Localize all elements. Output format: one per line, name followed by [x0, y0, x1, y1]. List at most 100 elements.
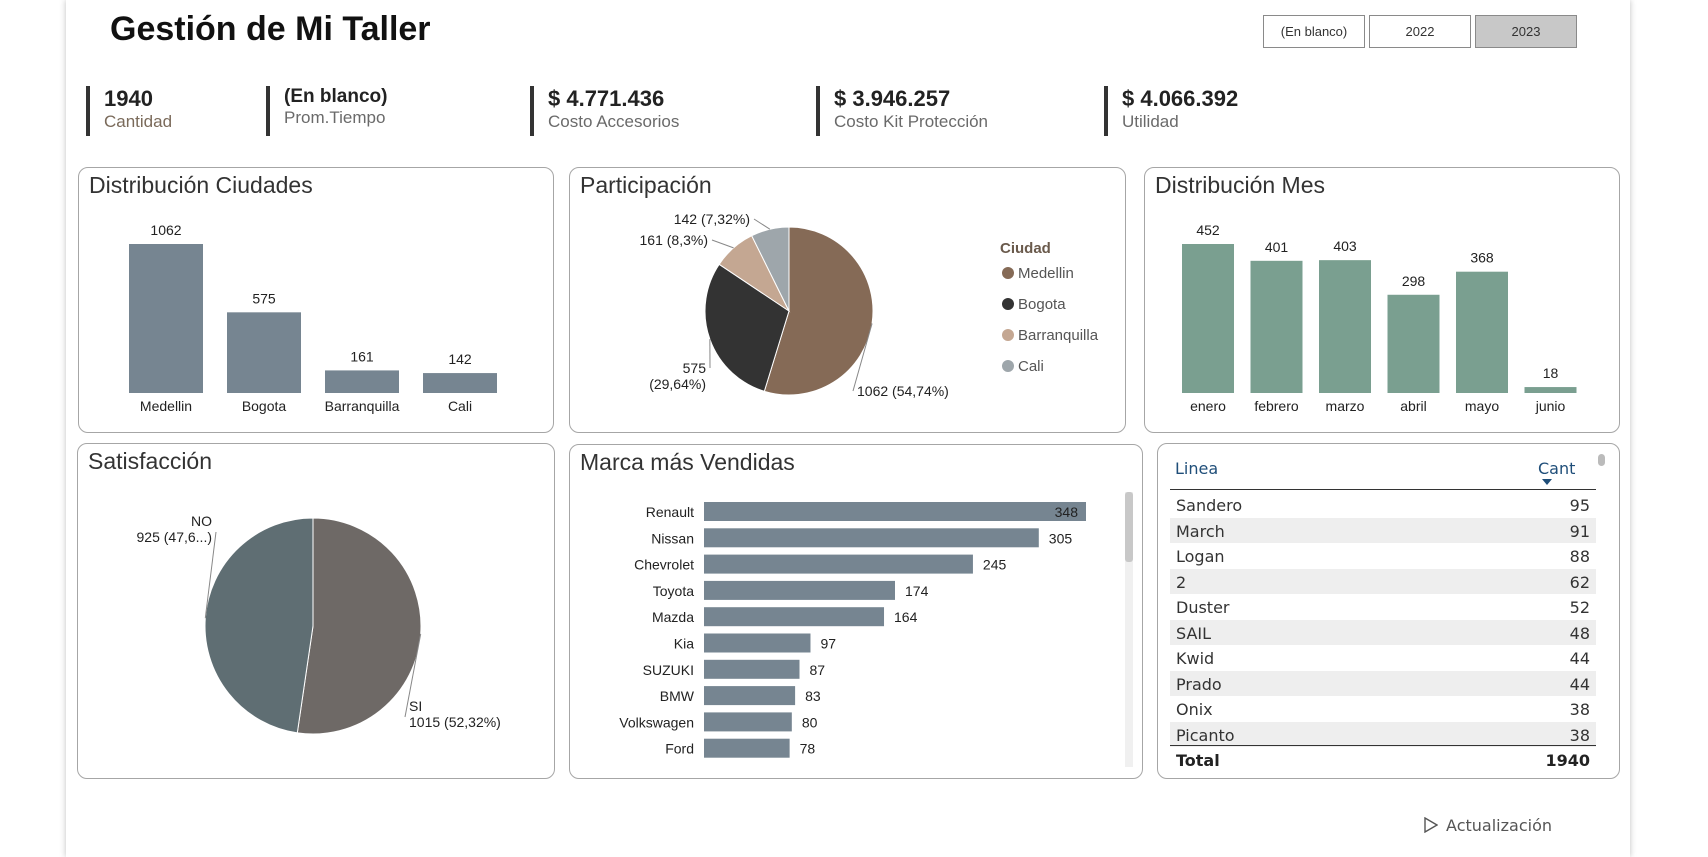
card-marcas[interactable]: Marca más Vendidas Renault 348 Nissan 305 Ch… [569, 444, 1143, 779]
leader-line[interactable] [852, 323, 873, 392]
bar-Renault[interactable] [704, 502, 1086, 521]
category-label: Medellin [140, 398, 192, 414]
bar-Toyota[interactable] [704, 580, 895, 600]
category-label: Renault [646, 504, 694, 520]
bar-Kia[interactable] [704, 633, 811, 653]
table-row[interactable]: Kwid 44 [1170, 645, 1596, 670]
kpi-utilidad: $ 4.066.392 Utilidad [1104, 86, 1238, 136]
slicer-year-2022[interactable]: 2022 [1369, 15, 1471, 48]
bar-Nissan[interactable] [704, 528, 1039, 548]
cell-linea: Duster [1176, 598, 1230, 617]
cell-linea: Logan [1176, 547, 1225, 566]
pie-slice-Bogota[interactable] [704, 263, 790, 392]
card-table-linea[interactable]: Linea Cant Sandero 95 March 91 Logan 88 2 62 Dus… [1157, 443, 1620, 779]
cell-linea: Kwid [1176, 649, 1215, 668]
bar-Chevrolet[interactable] [704, 554, 973, 574]
chart-marcas[interactable]: Renault 348 Nissan 305 Chevrolet 245 Toyota 174… [570, 445, 1144, 780]
data-label: 78 [800, 741, 816, 757]
table-row[interactable]: Duster 52 [1170, 594, 1596, 619]
refresh-button[interactable]: Actualización [1424, 816, 1552, 835]
kpi-cantidad: 1940 Cantidad [86, 86, 172, 136]
bar-Mazda[interactable] [704, 607, 885, 627]
bar-abril[interactable] [1387, 294, 1440, 393]
bar-SUZUKI[interactable] [704, 659, 800, 679]
card-distribucion-ciudades[interactable]: Distribución Ciudades 1062 Medellin 575 Bog… [78, 167, 554, 433]
legend-marker[interactable] [1002, 267, 1014, 279]
chart-title: Marca más Vendidas [580, 449, 795, 475]
chart-participacion[interactable]: 1062 (54,74%) 575(29,64%) 161 (8,3%) 142 (7… [570, 168, 1127, 434]
data-label: 403 [1333, 238, 1357, 254]
table-row[interactable]: Prado 44 [1170, 670, 1596, 696]
data-label: 401 [1265, 239, 1289, 255]
bar-enero[interactable] [1182, 244, 1234, 393]
pie-data-label: SI [409, 698, 422, 714]
leader-line[interactable] [753, 218, 771, 230]
legend-marker[interactable] [1002, 329, 1014, 341]
category-label: Bogota [242, 398, 287, 414]
slicer-year-blank[interactable]: (En blanco) [1263, 15, 1365, 48]
category-label: Chevrolet [634, 557, 694, 573]
pie-slice-SI[interactable] [296, 517, 422, 735]
slicer-year-2023[interactable]: 2023 [1475, 15, 1577, 48]
table-scrollbar[interactable] [1598, 454, 1605, 466]
report-page: Gestión de Mi Taller (En blanco) 2022 20… [66, 0, 1630, 857]
kpi-value: $ 4.771.436 [548, 86, 665, 111]
table-row[interactable]: Logan 88 [1170, 543, 1596, 568]
pie-data-label: 161 (8,3%) [640, 232, 708, 248]
leader-line[interactable] [711, 239, 734, 249]
scrollbar-track[interactable] [1125, 492, 1133, 767]
bar-marzo[interactable] [1319, 260, 1371, 393]
legend-item-Cali: Cali [1018, 358, 1044, 375]
pie-slice-NO[interactable] [204, 517, 314, 734]
leader-line[interactable] [204, 531, 217, 619]
category-label: enero [1190, 398, 1226, 414]
data-label: 142 [448, 351, 472, 367]
bar-Bogota[interactable] [227, 312, 301, 393]
category-label: SUZUKI [643, 662, 694, 678]
page-title: Gestión de Mi Taller [110, 10, 431, 48]
bar-Barranquilla[interactable] [325, 370, 399, 393]
card-participacion[interactable]: Participación 1062 (54,74%) 575 (29,64%) 16… [569, 167, 1126, 433]
table-row[interactable]: SAIL 48 [1170, 619, 1596, 645]
category-label: Mazda [652, 609, 694, 625]
pie-slice-Cali[interactable] [751, 226, 790, 312]
chart-title: Participación [580, 172, 712, 198]
cell-cant: 44 [1569, 674, 1590, 694]
bar-mayo[interactable] [1456, 271, 1508, 393]
leader-line[interactable] [404, 633, 422, 718]
bar-febrero[interactable] [1250, 260, 1303, 393]
table-row[interactable]: Sandero 95 [1170, 492, 1596, 517]
chart-mes[interactable]: 452 enero 401 febrero 403 marzo 298 abril 368 may… [1145, 168, 1621, 434]
cell-cant: 48 [1569, 623, 1590, 643]
kpi-value: 1940 [104, 86, 153, 111]
bar-Medellin[interactable] [129, 244, 203, 393]
bar-Ford[interactable] [704, 738, 790, 758]
bar-Cali[interactable] [423, 373, 497, 393]
total-value: 1940 [1545, 751, 1590, 770]
cell-cant: 44 [1569, 649, 1590, 668]
cell-cant: 62 [1569, 572, 1590, 592]
kpi-label: Cantidad [104, 112, 173, 131]
table-row[interactable]: Onix 38 [1170, 696, 1596, 721]
column-header-linea[interactable]: Linea [1175, 459, 1219, 478]
table-row[interactable]: Picanto 38 [1170, 721, 1596, 747]
category-label: Cali [448, 398, 472, 414]
legend-marker[interactable] [1002, 360, 1014, 372]
legend-marker[interactable] [1002, 298, 1014, 310]
bar-Volkswagen[interactable] [704, 712, 792, 732]
bar-junio[interactable] [1524, 387, 1577, 393]
data-label: 368 [1470, 250, 1494, 266]
category-label: abril [1400, 398, 1426, 414]
bar-BMW[interactable] [704, 686, 796, 706]
data-label: 164 [894, 609, 918, 625]
chart-ciudades[interactable]: 1062 Medellin 575 Bogota 161 Barranquilla 142 C… [79, 168, 555, 434]
table-row[interactable]: 2 62 [1170, 568, 1596, 594]
card-distribucion-mes[interactable]: Distribución Mes 452 enero 401 febrero 403 ma… [1144, 167, 1620, 433]
sort-desc-icon[interactable] [1542, 479, 1552, 485]
table-row[interactable]: March 91 [1170, 517, 1596, 543]
card-satisfaccion[interactable]: Satisfacción SI 1015 (52,32%) NO 925 (47,6.… [77, 443, 555, 779]
column-header-cant[interactable]: Cant [1538, 459, 1576, 478]
data-label: 298 [1402, 273, 1426, 289]
scrollbar-thumb[interactable] [1125, 492, 1133, 562]
